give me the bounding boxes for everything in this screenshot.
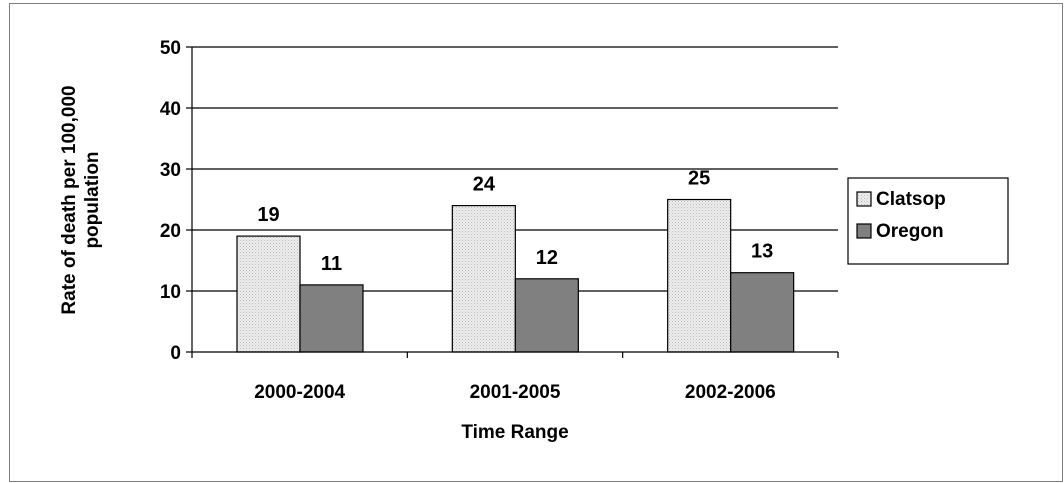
y-axis-title: Rate of death per 100,000 population xyxy=(59,85,103,314)
y-axis-title-line-2: population xyxy=(82,151,103,248)
y-tick-label: 0 xyxy=(170,343,181,364)
bar-oregon-2002-2006 xyxy=(730,272,795,353)
bar-clatsop-2000-2004 xyxy=(236,235,301,353)
bars xyxy=(236,198,795,353)
x-tick-label: 2002-2006 xyxy=(685,382,776,403)
legend-label-clatsop: Clatsop xyxy=(876,189,946,210)
x-axis-title: Time Range xyxy=(461,422,568,443)
y-tick-label: 40 xyxy=(160,99,181,120)
y-axis-title-line-1: Rate of death per 100,000 xyxy=(59,85,80,314)
legend-box xyxy=(847,177,1009,265)
x-tick-label: 2001-2005 xyxy=(470,382,561,403)
axes xyxy=(191,47,839,358)
bar-clatsop-2001-2005 xyxy=(451,205,516,353)
bar-oregon-2001-2005 xyxy=(514,278,579,353)
y-tick-label: 20 xyxy=(160,221,181,242)
data-labels: 19 24 25 11 12 13 xyxy=(257,168,773,275)
bar-oregon-2000-2004 xyxy=(299,284,364,353)
data-label-clatsop-2000-2004: 19 xyxy=(257,204,279,226)
data-label-clatsop-2001-2005: 24 xyxy=(473,174,496,196)
legend-swatch-oregon xyxy=(856,223,872,239)
x-category-labels: 2000-2004 2001-2005 2002-2006 xyxy=(254,382,776,403)
legend: Clatsop Oregon xyxy=(847,177,1009,265)
bar-clatsop-2002-2006 xyxy=(667,198,732,353)
x-tick-label: 2000-2004 xyxy=(254,382,345,403)
legend-swatch-clatsop xyxy=(856,191,872,207)
y-tick-label: 30 xyxy=(160,160,181,181)
legend-label-oregon: Oregon xyxy=(876,221,944,242)
data-label-oregon-2002-2006: 13 xyxy=(751,241,773,263)
data-label-oregon-2000-2004: 11 xyxy=(321,253,342,275)
y-tick-label: 10 xyxy=(160,282,181,303)
data-label-oregon-2001-2005: 12 xyxy=(536,247,558,269)
y-tick-label: 50 xyxy=(160,38,181,59)
data-label-clatsop-2002-2006: 25 xyxy=(688,168,710,190)
y-tick-labels: 0 10 20 30 40 50 xyxy=(160,38,181,364)
